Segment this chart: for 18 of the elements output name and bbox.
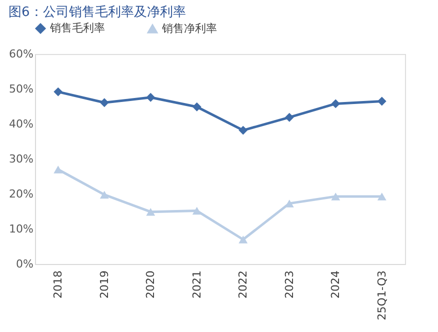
x-tick-label: 2019 (98, 270, 111, 298)
x-tick-label: 2021 (190, 270, 204, 298)
y-tick-label: 20% (9, 188, 34, 200)
x-tick-label: 2018 (52, 270, 65, 298)
y-tick-label: 10% (9, 222, 34, 236)
x-tick-label: 2024 (329, 270, 342, 298)
x-tick-label: 2020 (144, 270, 158, 298)
chart-title: 图6：公司销售毛利率及净利率 (8, 4, 186, 20)
x-tick-label: 25Q1-Q3 (375, 270, 388, 320)
y-tick-label: 30% (9, 152, 34, 166)
y-tick-label: 40% (9, 118, 34, 130)
legend-label: 销售毛利率 (49, 22, 105, 35)
x-tick-label: 2023 (282, 270, 296, 298)
y-tick-label: 50% (9, 82, 34, 96)
x-tick-label: 2022 (236, 270, 250, 298)
legend-label: 销售净利率 (161, 22, 217, 35)
y-tick-label: 0% (16, 258, 34, 270)
y-tick-label: 60% (9, 48, 34, 60)
